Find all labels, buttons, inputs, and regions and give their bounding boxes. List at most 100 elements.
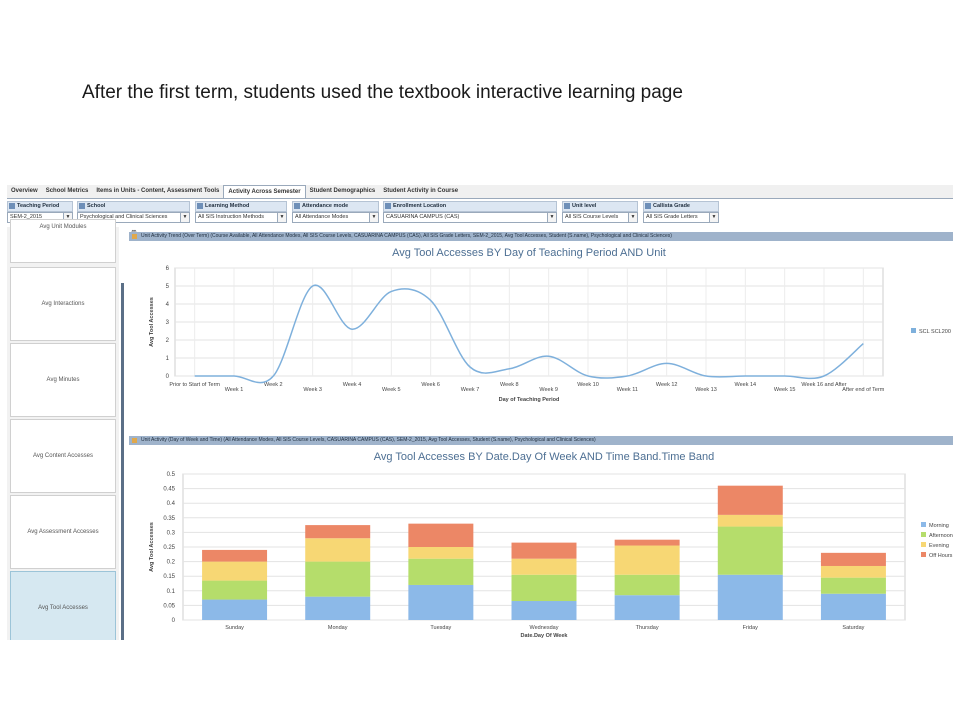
metric-selector-panel: Avg Unit Modules Avg Interactions Avg Mi… (7, 219, 119, 640)
bar-segment (305, 561, 371, 597)
y-tick-label: 3 (166, 320, 170, 326)
x-tick-label: Wednesday (530, 625, 559, 631)
x-tick-label: Week 13 (695, 387, 717, 393)
filter-icon (197, 203, 203, 209)
dropdown-arrow-icon[interactable]: ▼ (180, 212, 190, 223)
tab-student-activity[interactable]: Student Activity in Course (383, 188, 459, 194)
dropdown-arrow-icon[interactable]: ▼ (709, 212, 719, 223)
filter-attendance-mode: Attendance mode All Attendance Modes ▼ (292, 201, 379, 223)
filter-label: Unit level (562, 201, 638, 212)
bar-segment (614, 545, 680, 575)
metric-tile-label: Avg Assessment Accesses (27, 529, 99, 535)
bar-chart-svg: Avg Tool Accesses BY Date.Day Of Week AN… (149, 451, 953, 639)
tab-school-metrics[interactable]: School Metrics (45, 188, 89, 194)
filter-label: Callista Grade (643, 201, 719, 212)
bar-segment (820, 577, 886, 594)
metric-tile-label: Avg Content Accesses (33, 453, 93, 459)
panel-header-text: Unit Activity Trend (Over Term) (Course … (141, 233, 672, 239)
bar-segment (820, 593, 886, 620)
dropdown-arrow-icon[interactable]: ▼ (369, 212, 379, 223)
dropdown-arrow-icon[interactable]: ▼ (547, 212, 557, 223)
x-tick-label: Week 3 (303, 387, 322, 393)
filter-school: School Psychological and Clinical Scienc… (77, 201, 190, 223)
x-tick-label: Week 16 and After (801, 382, 846, 388)
legend-label: SCL SCL200 (919, 329, 951, 335)
filter-icon (564, 203, 570, 209)
filter-icon (645, 203, 651, 209)
x-tick-label: Week 6 (421, 382, 440, 388)
y-tick-label: 1 (166, 356, 170, 362)
filter-icon (294, 203, 300, 209)
x-tick-label: Week 8 (500, 382, 519, 388)
metric-tile-tool-accesses[interactable]: Avg Tool Accesses (10, 571, 116, 640)
attendance-mode-select[interactable]: All Attendance Modes (292, 212, 379, 223)
legend-label: Afternoon (929, 533, 953, 539)
enrollment-location-select[interactable]: CASUARINA CAMPUS (CAS) (383, 212, 557, 223)
filter-label: Learning Method (195, 201, 287, 212)
legend-label: Off Hours (929, 553, 953, 559)
panel-header-day-week[interactable]: Unit Activity (Day of Week and Time) (Al… (129, 436, 953, 445)
bar-segment (408, 558, 474, 585)
y-tick-label: 0.25 (163, 545, 175, 551)
learning-method-select[interactable]: All SIS Instruction Methods (195, 212, 287, 223)
bar-segment (408, 584, 474, 620)
filter-icon (9, 203, 15, 209)
filter-icon (79, 203, 85, 209)
bar-segment (511, 542, 577, 559)
scrollbar[interactable] (121, 283, 124, 640)
x-tick-label: Saturday (842, 625, 864, 631)
bar-segment (202, 599, 268, 620)
trend-chart: Avg Tool Accesses BY Day of Teaching Per… (129, 242, 953, 432)
y-tick-label: 0.4 (167, 501, 176, 507)
y-tick-label: 0 (166, 374, 170, 380)
bar-segment (511, 574, 577, 602)
metric-tile-content-accesses[interactable]: Avg Content Accesses (10, 419, 116, 493)
slide-title: After the first term, students used the … (82, 82, 683, 103)
metric-tile-assessment-accesses[interactable]: Avg Assessment Accesses (10, 495, 116, 569)
callista-grade-select[interactable]: All SIS Grade Letters (643, 212, 719, 223)
bar-segment (305, 525, 371, 539)
panel-header-trend[interactable]: Unit Activity Trend (Over Term) (Course … (129, 232, 953, 241)
x-tick-label: Week 4 (343, 382, 362, 388)
legend-swatch (921, 532, 926, 537)
legend-label: Evening (929, 543, 949, 549)
tab-activity-across-semester[interactable]: Activity Across Semester (223, 185, 306, 198)
y-tick-label: 0.2 (167, 560, 176, 566)
filter-callista-grade: Callista Grade All SIS Grade Letters ▼ (643, 201, 719, 223)
y-tick-label: 0.35 (163, 516, 175, 522)
filter-icon (385, 203, 391, 209)
y-tick-label: 2 (166, 338, 170, 344)
metric-tile-interactions[interactable]: Avg Interactions (10, 267, 116, 341)
x-axis-label: Day of Teaching Period (499, 397, 560, 403)
filter-label: School (77, 201, 190, 212)
legend-swatch (921, 522, 926, 527)
tab-bar: Overview School Metrics Items in Units -… (7, 185, 953, 199)
tab-overview[interactable]: Overview (11, 188, 38, 194)
bar-segment (408, 523, 474, 547)
x-tick-label: Friday (743, 625, 759, 631)
bar-segment (614, 595, 680, 620)
filter-enrollment-location: Enrollment Location CASUARINA CAMPUS (CA… (383, 201, 557, 223)
metric-tile-label: Avg Minutes (46, 377, 80, 383)
chart-title: Avg Tool Accesses BY Day of Teaching Per… (392, 247, 666, 259)
bar-segment (202, 580, 268, 600)
tab-items-in-units[interactable]: Items in Units - Content, Assessment Too… (96, 188, 220, 194)
unit-level-select[interactable]: All SIS Course Levels (562, 212, 638, 223)
line-chart-svg: Avg Tool Accesses BY Day of Teaching Per… (149, 247, 951, 403)
filter-label: Enrollment Location (383, 201, 557, 212)
x-tick-label: Prior to Start of Term (169, 382, 220, 388)
dropdown-arrow-icon[interactable]: ▼ (277, 212, 287, 223)
tab-student-demographics[interactable]: Student Demographics (309, 188, 376, 194)
y-tick-label: 6 (166, 266, 170, 272)
metric-tile-label: Avg Tool Accesses (38, 605, 88, 611)
chart-icon (132, 234, 137, 239)
dropdown-arrow-icon[interactable]: ▼ (628, 212, 638, 223)
metric-tile-minutes[interactable]: Avg Minutes (10, 343, 116, 417)
metric-tile-label: Avg Interactions (41, 301, 85, 307)
bar-segment (511, 558, 577, 575)
filter-label: Attendance mode (292, 201, 379, 212)
y-tick-label: 0.45 (163, 487, 175, 493)
metric-tile-unit-modules[interactable]: Avg Unit Modules (10, 219, 116, 263)
filter-unit-level: Unit level All SIS Course Levels ▼ (562, 201, 638, 223)
analytics-app: Overview School Metrics Items in Units -… (7, 185, 953, 640)
